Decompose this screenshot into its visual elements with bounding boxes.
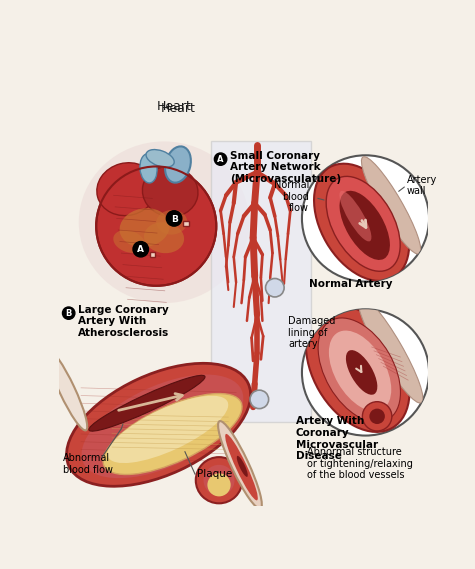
- Circle shape: [302, 310, 429, 436]
- Text: Plaque: Plaque: [197, 469, 233, 479]
- Ellipse shape: [362, 402, 392, 431]
- Text: Heart: Heart: [157, 100, 191, 113]
- Ellipse shape: [47, 350, 87, 430]
- Bar: [150, 251, 155, 257]
- Ellipse shape: [142, 166, 198, 217]
- Bar: [210, 142, 311, 422]
- Ellipse shape: [314, 164, 409, 281]
- Ellipse shape: [358, 296, 423, 403]
- Ellipse shape: [237, 456, 248, 477]
- Circle shape: [250, 390, 269, 409]
- Text: A: A: [218, 155, 224, 164]
- Ellipse shape: [203, 465, 235, 496]
- Ellipse shape: [218, 421, 262, 509]
- Ellipse shape: [196, 457, 242, 504]
- Ellipse shape: [340, 191, 390, 260]
- Ellipse shape: [340, 191, 371, 241]
- Ellipse shape: [208, 473, 231, 496]
- Ellipse shape: [361, 156, 421, 254]
- Ellipse shape: [370, 409, 385, 424]
- Ellipse shape: [89, 376, 205, 431]
- Circle shape: [63, 307, 75, 319]
- Ellipse shape: [97, 163, 157, 216]
- Text: Normal Artery: Normal Artery: [309, 279, 392, 289]
- Text: Large Coronary
Artery With
Atherosclerosis: Large Coronary Artery With Atheroscleros…: [78, 304, 169, 338]
- Text: B: B: [171, 215, 178, 224]
- Circle shape: [166, 211, 182, 226]
- Ellipse shape: [140, 154, 157, 183]
- Ellipse shape: [146, 150, 174, 167]
- Ellipse shape: [66, 364, 251, 486]
- Ellipse shape: [165, 146, 191, 183]
- Text: Abnormal structure
or tightening/relaxing
of the blood vessels: Abnormal structure or tightening/relaxin…: [307, 447, 413, 480]
- Text: Normal
blood
flow: Normal blood flow: [274, 180, 309, 213]
- Ellipse shape: [329, 331, 391, 411]
- Circle shape: [133, 241, 149, 257]
- Ellipse shape: [346, 350, 377, 395]
- Text: A: A: [137, 245, 144, 254]
- Ellipse shape: [326, 176, 400, 271]
- Text: B: B: [66, 310, 72, 319]
- Ellipse shape: [156, 210, 187, 234]
- Ellipse shape: [318, 318, 400, 422]
- Ellipse shape: [107, 396, 228, 463]
- Bar: [183, 221, 189, 226]
- Ellipse shape: [144, 222, 184, 253]
- Ellipse shape: [96, 167, 216, 286]
- Text: Small Coronary
Artery Network
(Microvasculature): Small Coronary Artery Network (Microvasc…: [230, 151, 341, 184]
- Circle shape: [302, 155, 429, 282]
- Ellipse shape: [306, 305, 409, 432]
- Circle shape: [266, 278, 284, 297]
- Text: Artery With
Coronary
Microvascular
Disease: Artery With Coronary Microvascular Disea…: [296, 417, 378, 461]
- Ellipse shape: [82, 374, 243, 478]
- Ellipse shape: [225, 434, 258, 500]
- Text: Abnormal
blood flow: Abnormal blood flow: [63, 453, 113, 475]
- Ellipse shape: [114, 230, 145, 253]
- Ellipse shape: [103, 394, 242, 475]
- Text: Damaged
lining of
artery: Damaged lining of artery: [288, 316, 335, 349]
- Circle shape: [214, 153, 227, 166]
- Text: Artery
wall: Artery wall: [407, 175, 437, 196]
- Ellipse shape: [79, 142, 249, 303]
- Ellipse shape: [120, 208, 170, 247]
- Text: Heart: Heart: [161, 102, 195, 115]
